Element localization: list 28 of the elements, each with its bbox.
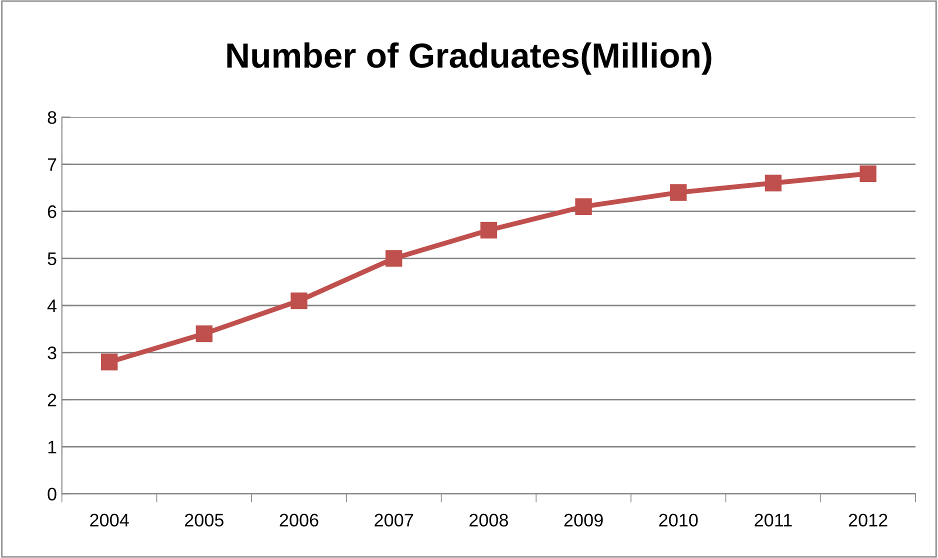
y-tick-label: 8	[48, 111, 56, 124]
y-tick-label: 0	[48, 488, 56, 501]
point	[764, 174, 782, 192]
x-tick-label: 2010	[659, 514, 698, 527]
x-tick-label: 2007	[374, 514, 414, 527]
y-tick-label: 1	[48, 440, 56, 454]
y-tick-label: 3	[48, 346, 56, 360]
chart-title: Number of Graduates(Million)	[227, 42, 712, 75]
y-tick-label: 5	[48, 252, 56, 266]
x-tick-label: 2006	[280, 514, 318, 527]
point	[575, 198, 592, 215]
x-tick-label: 2011	[754, 514, 792, 527]
point	[860, 165, 876, 182]
x-tick-label: 2012	[848, 514, 888, 527]
y-tick-label: 2	[48, 394, 56, 406]
point	[386, 250, 402, 267]
y-tick-label: 7	[48, 158, 56, 171]
x-tick-label: 2008	[470, 514, 508, 527]
y-tick-label: 4	[47, 300, 57, 312]
x-tick-label: 2004	[90, 514, 129, 527]
point	[480, 222, 498, 239]
point	[290, 292, 308, 310]
x-tick-label: 2009	[564, 514, 603, 527]
x-tick-label: 2005	[185, 514, 224, 527]
y-tick-label: 6	[48, 205, 56, 218]
point	[196, 325, 213, 342]
point	[100, 354, 118, 370]
point	[670, 184, 687, 201]
